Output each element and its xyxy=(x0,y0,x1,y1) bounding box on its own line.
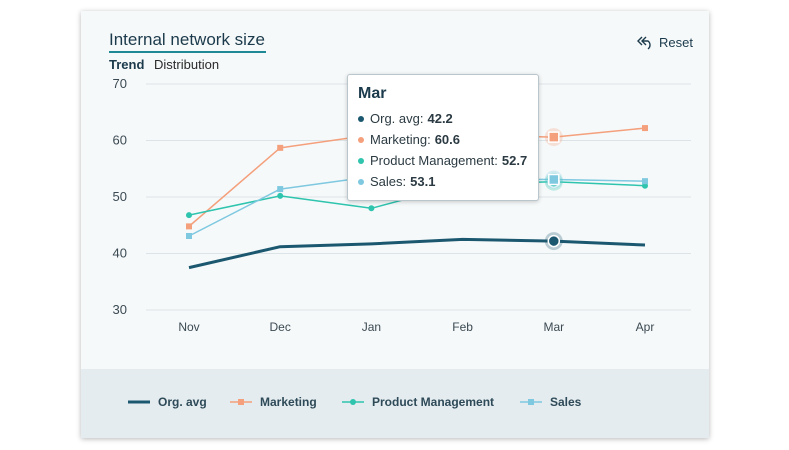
tooltip-row-marketing: Marketing: 60.6 xyxy=(358,132,460,147)
reset-button[interactable]: Reset xyxy=(635,34,693,50)
data-point-product-management xyxy=(277,192,284,199)
highlight-point-org-avg xyxy=(547,234,561,248)
undo-icon xyxy=(637,36,651,50)
data-point-marketing xyxy=(642,125,648,132)
legend-item-marketing[interactable]: Marketing xyxy=(230,395,317,409)
data-point-marketing xyxy=(277,144,284,151)
data-point-product-management xyxy=(368,205,375,212)
legend-label: Org. avg xyxy=(158,395,207,409)
sales-dot-icon xyxy=(358,178,364,185)
legend-item-sales[interactable]: Sales xyxy=(520,395,581,409)
tooltip-label: Org. avg xyxy=(370,111,420,126)
legend-item-org-avg[interactable]: Org. avg xyxy=(128,395,207,409)
tooltip-row-product-management: Product Management: 52.7 xyxy=(358,153,527,168)
y-tick-label: 70 xyxy=(113,76,127,91)
hover-tooltip: Mar Org. avg: 42.2 Marketing: 60.6 Produ… xyxy=(347,74,539,201)
sales-square-line-icon xyxy=(520,399,542,405)
legend-item-product-management[interactable]: Product Management xyxy=(342,395,494,409)
legend-label: Product Management xyxy=(372,395,495,409)
highlight-point-marketing xyxy=(548,131,560,143)
y-tick-label: 60 xyxy=(113,133,127,148)
org-avg-dot-icon xyxy=(358,115,364,122)
tab-trend[interactable]: Trend xyxy=(109,57,145,72)
series-line-org-avg xyxy=(188,237,646,270)
y-tick-label: 40 xyxy=(113,246,127,261)
reset-label: Reset xyxy=(659,34,693,50)
tab-distribution[interactable]: Distribution xyxy=(154,57,220,72)
tooltip-row-org-avg: Org. avg: 42.2 xyxy=(358,111,453,126)
tooltip-row-sales: Sales: 53.1 xyxy=(358,174,435,189)
tooltip-label: Sales xyxy=(370,174,403,189)
data-point-product-management xyxy=(186,212,192,219)
tooltip-label: Product Management xyxy=(370,153,495,168)
chart-title: Internal network size xyxy=(109,30,265,49)
tooltip-title: Mar xyxy=(358,85,387,102)
x-tick-label: Nov xyxy=(178,320,199,334)
data-point-sales xyxy=(186,232,192,239)
tooltip-value: 42.2 xyxy=(427,111,453,126)
x-tick-label: Jan xyxy=(362,320,381,334)
product-management-circle-line-icon xyxy=(342,399,364,405)
chart-card: Internal network size Trend Distribution… xyxy=(81,11,709,438)
data-point-product-management xyxy=(642,182,648,189)
marketing-dot-icon xyxy=(358,136,364,143)
y-tick-label: 30 xyxy=(113,302,127,317)
x-tick-label: Mar xyxy=(543,320,564,334)
legend-label: Marketing xyxy=(260,395,317,409)
org-avg-line-icon xyxy=(128,400,150,404)
highlight-point-sales xyxy=(548,173,560,186)
legend-label: Sales xyxy=(550,395,582,409)
marketing-square-line-icon xyxy=(230,399,252,405)
data-point-sales xyxy=(642,178,648,185)
x-tick-label: Apr xyxy=(636,320,655,334)
chart-legend: Org. avg Marketing Product Management Sa… xyxy=(81,369,709,438)
tooltip-value: 52.7 xyxy=(501,153,528,168)
data-point-marketing xyxy=(186,223,192,230)
title-underline xyxy=(109,51,266,53)
tooltip-label: Marketing xyxy=(370,132,428,147)
data-point-sales xyxy=(277,186,284,193)
tooltip-value: 53.1 xyxy=(410,174,436,189)
view-tabs: Trend Distribution xyxy=(109,57,225,72)
tooltip-value: 60.6 xyxy=(434,132,461,147)
product-management-dot-icon xyxy=(358,157,364,164)
y-tick-label: 50 xyxy=(113,189,127,204)
x-tick-label: Dec xyxy=(270,320,291,334)
x-tick-label: Feb xyxy=(452,320,473,334)
